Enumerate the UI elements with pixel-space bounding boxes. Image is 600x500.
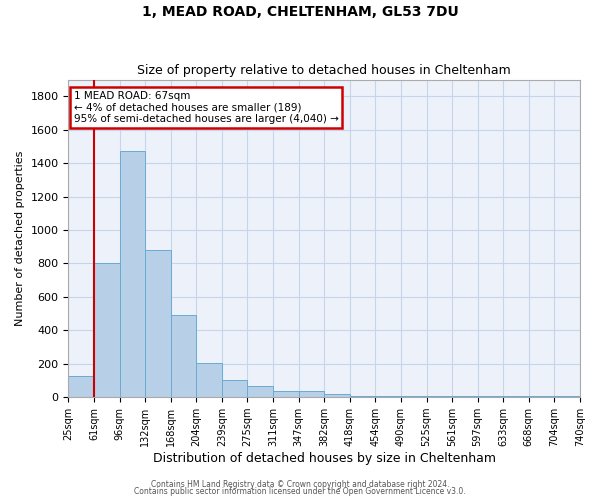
Title: Size of property relative to detached houses in Cheltenham: Size of property relative to detached ho… <box>137 64 511 77</box>
Bar <box>427 396 452 397</box>
Bar <box>401 396 427 397</box>
Text: 1 MEAD ROAD: 67sqm
← 4% of detached houses are smaller (189)
95% of semi-detache: 1 MEAD ROAD: 67sqm ← 4% of detached hous… <box>74 90 338 124</box>
Bar <box>94 262 119 397</box>
Bar <box>299 392 324 397</box>
Bar <box>554 396 580 397</box>
Bar <box>247 386 273 397</box>
Bar <box>376 396 401 397</box>
Text: 1, MEAD ROAD, CHELTENHAM, GL53 7DU: 1, MEAD ROAD, CHELTENHAM, GL53 7DU <box>142 5 458 19</box>
X-axis label: Distribution of detached houses by size in Cheltenham: Distribution of detached houses by size … <box>153 452 496 465</box>
Bar <box>503 396 529 397</box>
Bar <box>196 363 222 397</box>
Bar <box>68 376 94 397</box>
Bar <box>222 380 247 397</box>
Bar <box>452 396 478 397</box>
Text: Contains HM Land Registry data © Crown copyright and database right 2024.: Contains HM Land Registry data © Crown c… <box>151 480 449 489</box>
Bar <box>119 152 145 397</box>
Bar <box>145 250 171 397</box>
Bar <box>350 396 376 397</box>
Y-axis label: Number of detached properties: Number of detached properties <box>15 150 25 326</box>
Bar <box>273 390 299 397</box>
Bar <box>478 396 503 397</box>
Bar <box>171 316 196 397</box>
Text: Contains public sector information licensed under the Open Government Licence v3: Contains public sector information licen… <box>134 487 466 496</box>
Bar <box>324 394 350 397</box>
Bar <box>529 396 554 397</box>
